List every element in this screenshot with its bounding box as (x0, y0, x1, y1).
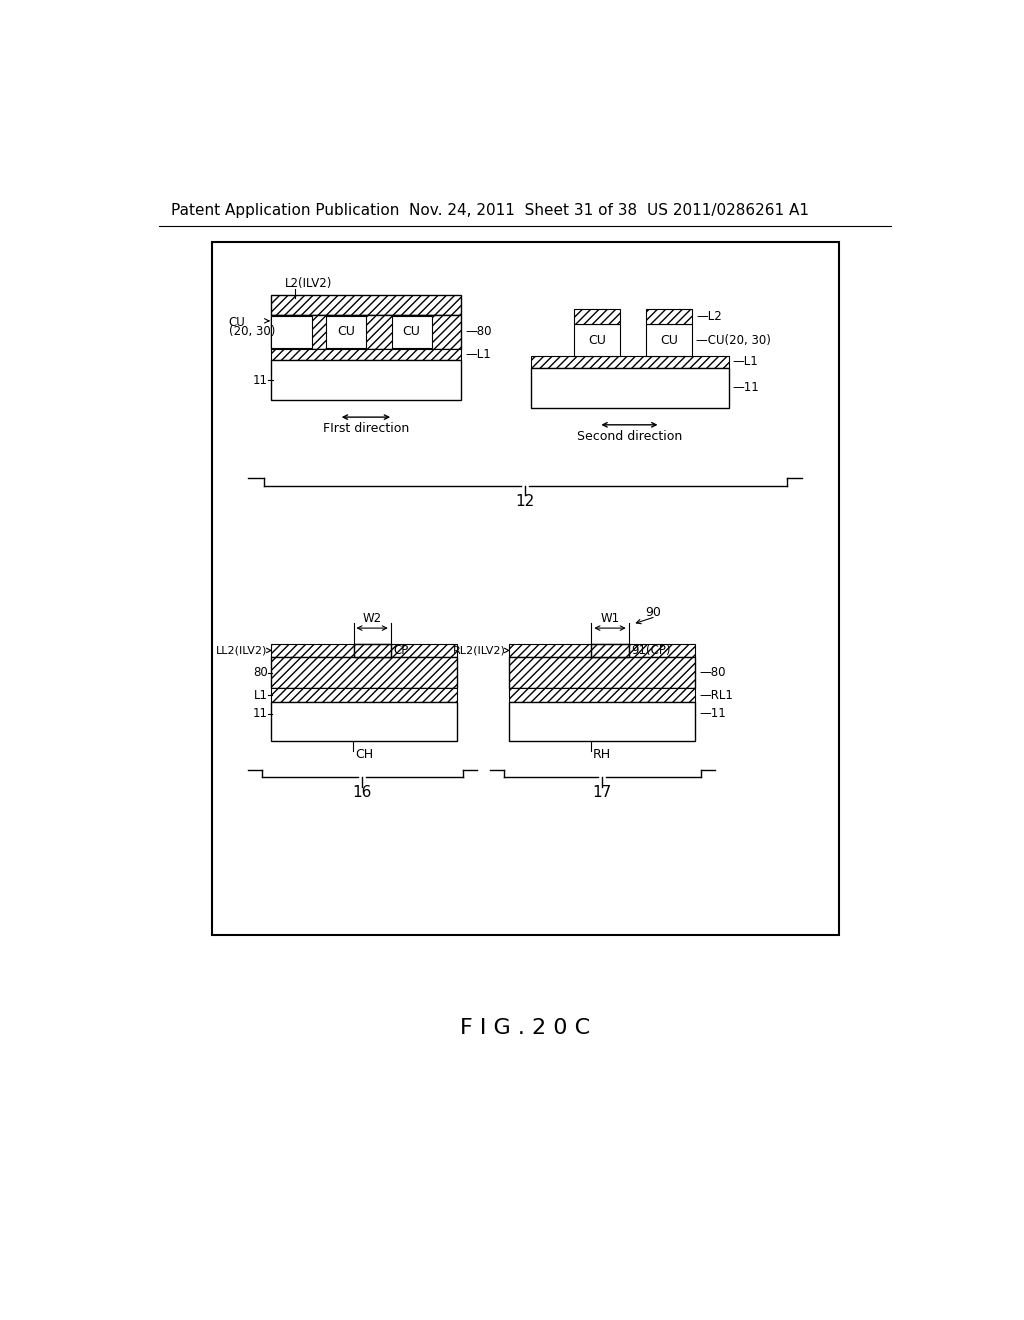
Bar (271, 317, 311, 348)
Text: CH: CH (355, 748, 374, 760)
Text: CU: CU (402, 325, 421, 338)
Bar (271, 644, 458, 657)
Text: RH: RH (593, 748, 611, 760)
Text: Second direction: Second direction (577, 430, 682, 444)
Text: 80: 80 (253, 667, 267, 680)
Text: —RL1: —RL1 (699, 689, 733, 702)
Bar (212, 242, 840, 935)
Text: —80: —80 (465, 325, 492, 338)
Text: CU: CU (588, 334, 606, 347)
Text: —L1: —L1 (465, 348, 490, 362)
Text: Patent Application Publication: Patent Application Publication (171, 203, 399, 218)
Text: —L2: —L2 (696, 310, 722, 323)
Bar (271, 314, 461, 350)
Bar (509, 657, 695, 688)
Text: W1: W1 (600, 612, 620, 626)
Bar (271, 296, 461, 314)
Bar (573, 323, 621, 356)
Bar (592, 644, 629, 657)
Bar (573, 309, 621, 323)
Bar (353, 644, 391, 657)
Text: L2(ILV2): L2(ILV2) (286, 277, 333, 290)
Text: (20, 30): (20, 30) (228, 325, 275, 338)
Bar (646, 309, 692, 323)
Text: W2: W2 (362, 612, 382, 626)
Bar (353, 644, 391, 657)
Bar (391, 317, 432, 348)
Text: US 2011/0286261 A1: US 2011/0286261 A1 (647, 203, 809, 218)
Text: 12: 12 (515, 494, 535, 508)
Text: RL2(ILV2): RL2(ILV2) (453, 645, 506, 656)
Text: 91(CP): 91(CP) (632, 644, 672, 657)
Text: CU: CU (228, 315, 246, 329)
Text: 11: 11 (253, 708, 267, 721)
Bar (509, 644, 695, 657)
Text: 90: 90 (646, 606, 662, 619)
Text: —11: —11 (732, 381, 759, 395)
Bar (271, 350, 461, 360)
Text: —CU(20, 30): —CU(20, 30) (696, 334, 771, 347)
Bar (271, 360, 461, 400)
Bar (271, 657, 458, 688)
Text: —80: —80 (699, 667, 726, 680)
Bar (271, 702, 458, 741)
Bar (271, 688, 458, 702)
Text: CU: CU (337, 325, 354, 338)
Text: CP: CP (394, 644, 409, 657)
Text: 11: 11 (253, 374, 267, 387)
Bar (592, 644, 629, 657)
Bar (326, 317, 366, 348)
Text: Nov. 24, 2011  Sheet 31 of 38: Nov. 24, 2011 Sheet 31 of 38 (410, 203, 638, 218)
Bar (509, 702, 695, 741)
Text: L1: L1 (254, 689, 267, 702)
Text: LL2(ILV2): LL2(ILV2) (216, 645, 267, 656)
Text: —L1: —L1 (732, 355, 758, 368)
Bar (646, 323, 692, 356)
Text: 17: 17 (593, 785, 612, 800)
Text: —11: —11 (699, 708, 726, 721)
Bar (531, 368, 729, 408)
Text: F I G . 2 0 C: F I G . 2 0 C (460, 1019, 590, 1039)
Bar (509, 688, 695, 702)
Bar (531, 356, 729, 368)
Text: CU: CU (660, 334, 678, 347)
Text: FIrst direction: FIrst direction (323, 422, 409, 436)
Text: 16: 16 (352, 785, 372, 800)
